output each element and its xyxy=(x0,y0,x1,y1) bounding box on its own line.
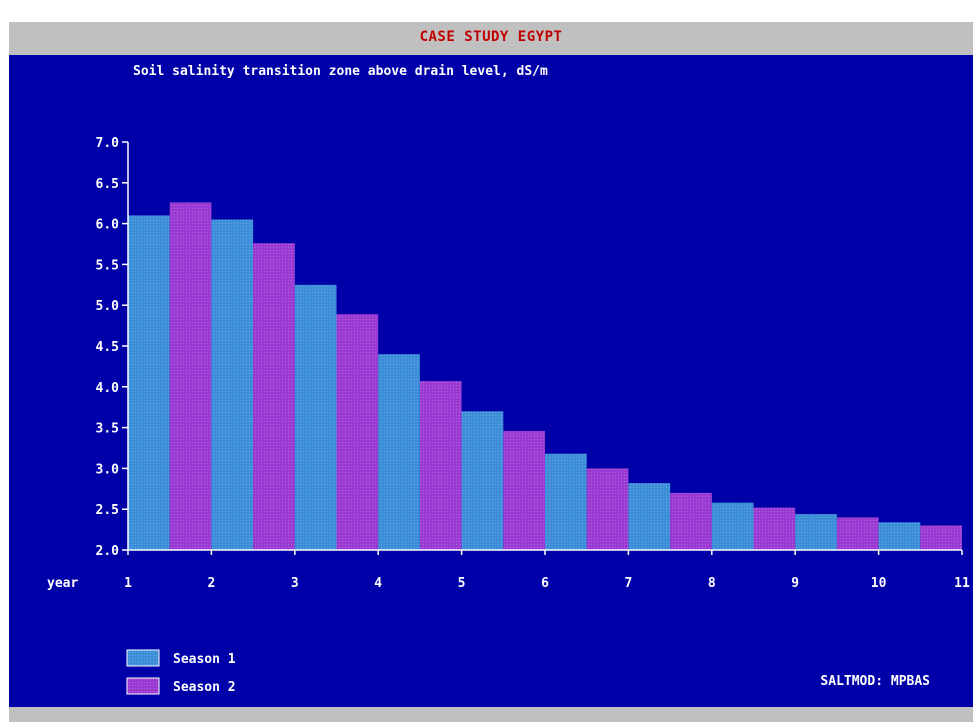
salinity-bar-chart: Soil salinity transition zone above drai… xyxy=(47,64,970,695)
legend: Season 1 Season 2 xyxy=(126,649,236,695)
bar-season2-year4 xyxy=(419,381,462,550)
legend-swatch-season2 xyxy=(126,677,160,695)
x-tick-label: 10 xyxy=(871,576,887,591)
credit-label: SALTMOD: MPBAS xyxy=(820,674,930,689)
x-tick-label: 6 xyxy=(541,576,549,591)
legend-label-season2: Season 2 xyxy=(173,680,236,695)
x-tick-label: 1 xyxy=(124,576,132,591)
y-tick-label: 6.0 xyxy=(96,218,120,233)
x-axis: 1 2 3 4 5 6 7 8 9 10 11 xyxy=(124,549,970,591)
bar-group xyxy=(128,202,962,550)
x-tick-label: 9 xyxy=(791,576,799,591)
x-tick-label: 11 xyxy=(954,576,970,591)
y-tick-label: 5.0 xyxy=(96,299,120,314)
y-tick-label: 2.5 xyxy=(96,503,119,518)
bar-season2-year3 xyxy=(336,314,379,550)
plot-panel: Soil salinity transition zone above drai… xyxy=(9,55,973,707)
y-tick-label: 5.5 xyxy=(96,258,119,273)
legend-swatch-season1 xyxy=(126,649,160,667)
bar-season1-year2 xyxy=(211,219,254,550)
bar-season1-year6 xyxy=(545,453,587,550)
bar-season1-year9 xyxy=(795,514,837,550)
bar-season2-year6 xyxy=(586,468,629,550)
bar-season2-year8 xyxy=(753,507,796,550)
y-tick-label: 3.0 xyxy=(96,462,120,477)
bar-season1-year7 xyxy=(628,483,671,550)
x-tick-label: 4 xyxy=(374,576,382,591)
app-window: CASE STUDY EGYPT Soil salinity transitio… xyxy=(9,22,973,722)
bar-season2-year7 xyxy=(670,492,712,550)
y-tick-label: 7.0 xyxy=(96,136,120,151)
x-tick-label: 5 xyxy=(458,576,466,591)
bar-season1-year10 xyxy=(878,522,921,550)
x-tick-label: 7 xyxy=(624,576,632,591)
chart-title: Soil salinity transition zone above drai… xyxy=(133,64,548,79)
y-tick-label: 2.0 xyxy=(96,544,120,559)
bar-season1-year1 xyxy=(128,215,170,550)
window-title: CASE STUDY EGYPT xyxy=(419,29,563,45)
x-axis-label: year xyxy=(47,576,78,591)
bar-season2-year10 xyxy=(920,525,962,550)
bar-season2-year9 xyxy=(836,517,879,550)
legend-label-season1: Season 1 xyxy=(173,652,236,667)
bar-season1-year8 xyxy=(711,502,754,550)
x-tick-label: 8 xyxy=(708,576,716,591)
x-tick-label: 3 xyxy=(291,576,299,591)
bar-season2-year5 xyxy=(503,430,545,550)
y-tick-label: 3.5 xyxy=(96,422,119,437)
bar-season2-year1 xyxy=(169,202,212,550)
bar-season1-year4 xyxy=(378,354,420,550)
bar-season1-year3 xyxy=(294,284,337,550)
y-tick-label: 4.0 xyxy=(96,381,120,396)
title-bar: CASE STUDY EGYPT xyxy=(9,22,973,55)
y-tick-label: 4.5 xyxy=(96,340,119,355)
y-axis: 2.0 2.5 3.0 3.5 4.0 4.5 5.0 5.5 6.0 6.5 7.0 xyxy=(96,136,129,559)
x-tick-label: 2 xyxy=(207,576,215,591)
y-tick-label: 6.5 xyxy=(96,177,119,192)
bar-season2-year2 xyxy=(253,243,295,550)
bar-season1-year5 xyxy=(461,411,504,550)
